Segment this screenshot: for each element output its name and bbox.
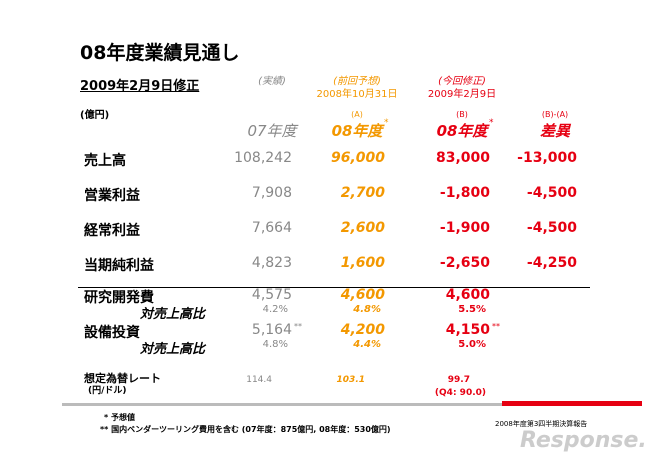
cell-value: -1,900	[439, 220, 490, 236]
ratio-label: 対売上高比	[140, 342, 206, 357]
cell-value: 1,600	[340, 255, 385, 271]
cell-value: 4,200	[340, 322, 385, 338]
column-tag: (B)	[456, 110, 468, 119]
ratio-value: 4.4%	[353, 339, 381, 350]
cell-value: 4,823	[251, 255, 292, 271]
column-mark: *	[489, 118, 494, 128]
ratio-value: 5.0%	[458, 339, 486, 350]
fx-value: 103.1	[336, 375, 365, 385]
row-label: 営業利益	[84, 188, 140, 204]
column-date: 2009年2月9日	[427, 89, 497, 100]
column-mark: *	[384, 118, 389, 128]
cell-value: 4,600	[445, 287, 490, 303]
fx-value: 114.4	[246, 375, 272, 385]
cell-value: 2,600	[340, 220, 385, 236]
column-tag: (B)-(A)	[541, 110, 569, 119]
cell-value: 2,700	[340, 185, 385, 201]
column-date: 2008年10月31日	[316, 89, 398, 100]
separator	[78, 287, 590, 288]
cell-value: 5,164	[251, 322, 292, 338]
cell-value: -13,000	[517, 150, 577, 166]
column-name: 差異	[539, 122, 571, 140]
row-label: 経常利益	[84, 223, 140, 239]
cell-value: -4,250	[526, 255, 577, 271]
row-label: 研究開発費	[84, 290, 154, 306]
watermark: Response.	[520, 428, 647, 453]
row-label: 売上高	[84, 153, 126, 169]
cell-value: 7,908	[251, 185, 292, 201]
cell-mark: **	[294, 322, 302, 331]
ratio-value: 4.8%	[262, 339, 288, 350]
column-tag: (A)	[351, 110, 363, 119]
cell-value: -2,650	[439, 255, 490, 271]
row-unit: (円/ドル)	[88, 386, 127, 396]
row-label: 想定為替レート	[84, 372, 161, 385]
cell-value: 7,664	[251, 220, 292, 236]
cell-value: 4,575	[251, 287, 292, 303]
column-name: 07年度	[247, 122, 297, 140]
column-note: (前回予想)	[333, 76, 381, 87]
fx-value: 99.7	[447, 375, 470, 385]
ratio-label: 対売上高比	[140, 307, 206, 322]
bottom-bar	[62, 403, 502, 406]
ratio-value: 4.2%	[262, 304, 288, 315]
fx-note: (Q4: 90.0)	[434, 388, 486, 398]
title: 08年度業績見通し	[80, 42, 240, 64]
cell-value: -4,500	[526, 220, 577, 236]
footer: 2008年度第3四半期決算報告	[495, 420, 588, 428]
row-label: 当期純利益	[84, 258, 154, 274]
cell-value: -1,800	[439, 185, 490, 201]
cell-value: 4,600	[340, 287, 385, 303]
cell-value: 83,000	[435, 150, 490, 166]
ratio-value: 5.5%	[458, 304, 486, 315]
footnote: ** 国内ベンダーツーリング費用を含む (07年度：875億円, 08年度：53…	[100, 425, 391, 434]
cell-value: -4,500	[526, 185, 577, 201]
subtitle: 2009年2月9日修正	[80, 79, 200, 94]
cell-value: 4,150	[445, 322, 490, 338]
footnote: * 予想値	[104, 413, 135, 422]
column-name: 08年度	[331, 122, 383, 140]
column-note: (実績)	[258, 76, 286, 87]
column-name: 08年度	[436, 122, 488, 140]
unit: (億円)	[80, 110, 110, 121]
cell-mark: **	[492, 322, 500, 331]
column-note: (今回修正)	[438, 76, 486, 87]
bottom-bar-accent	[502, 401, 642, 406]
row-label: 設備投資	[84, 325, 140, 341]
cell-value: 96,000	[330, 150, 385, 166]
cell-value: 108,242	[234, 150, 292, 166]
ratio-value: 4.8%	[353, 304, 381, 315]
